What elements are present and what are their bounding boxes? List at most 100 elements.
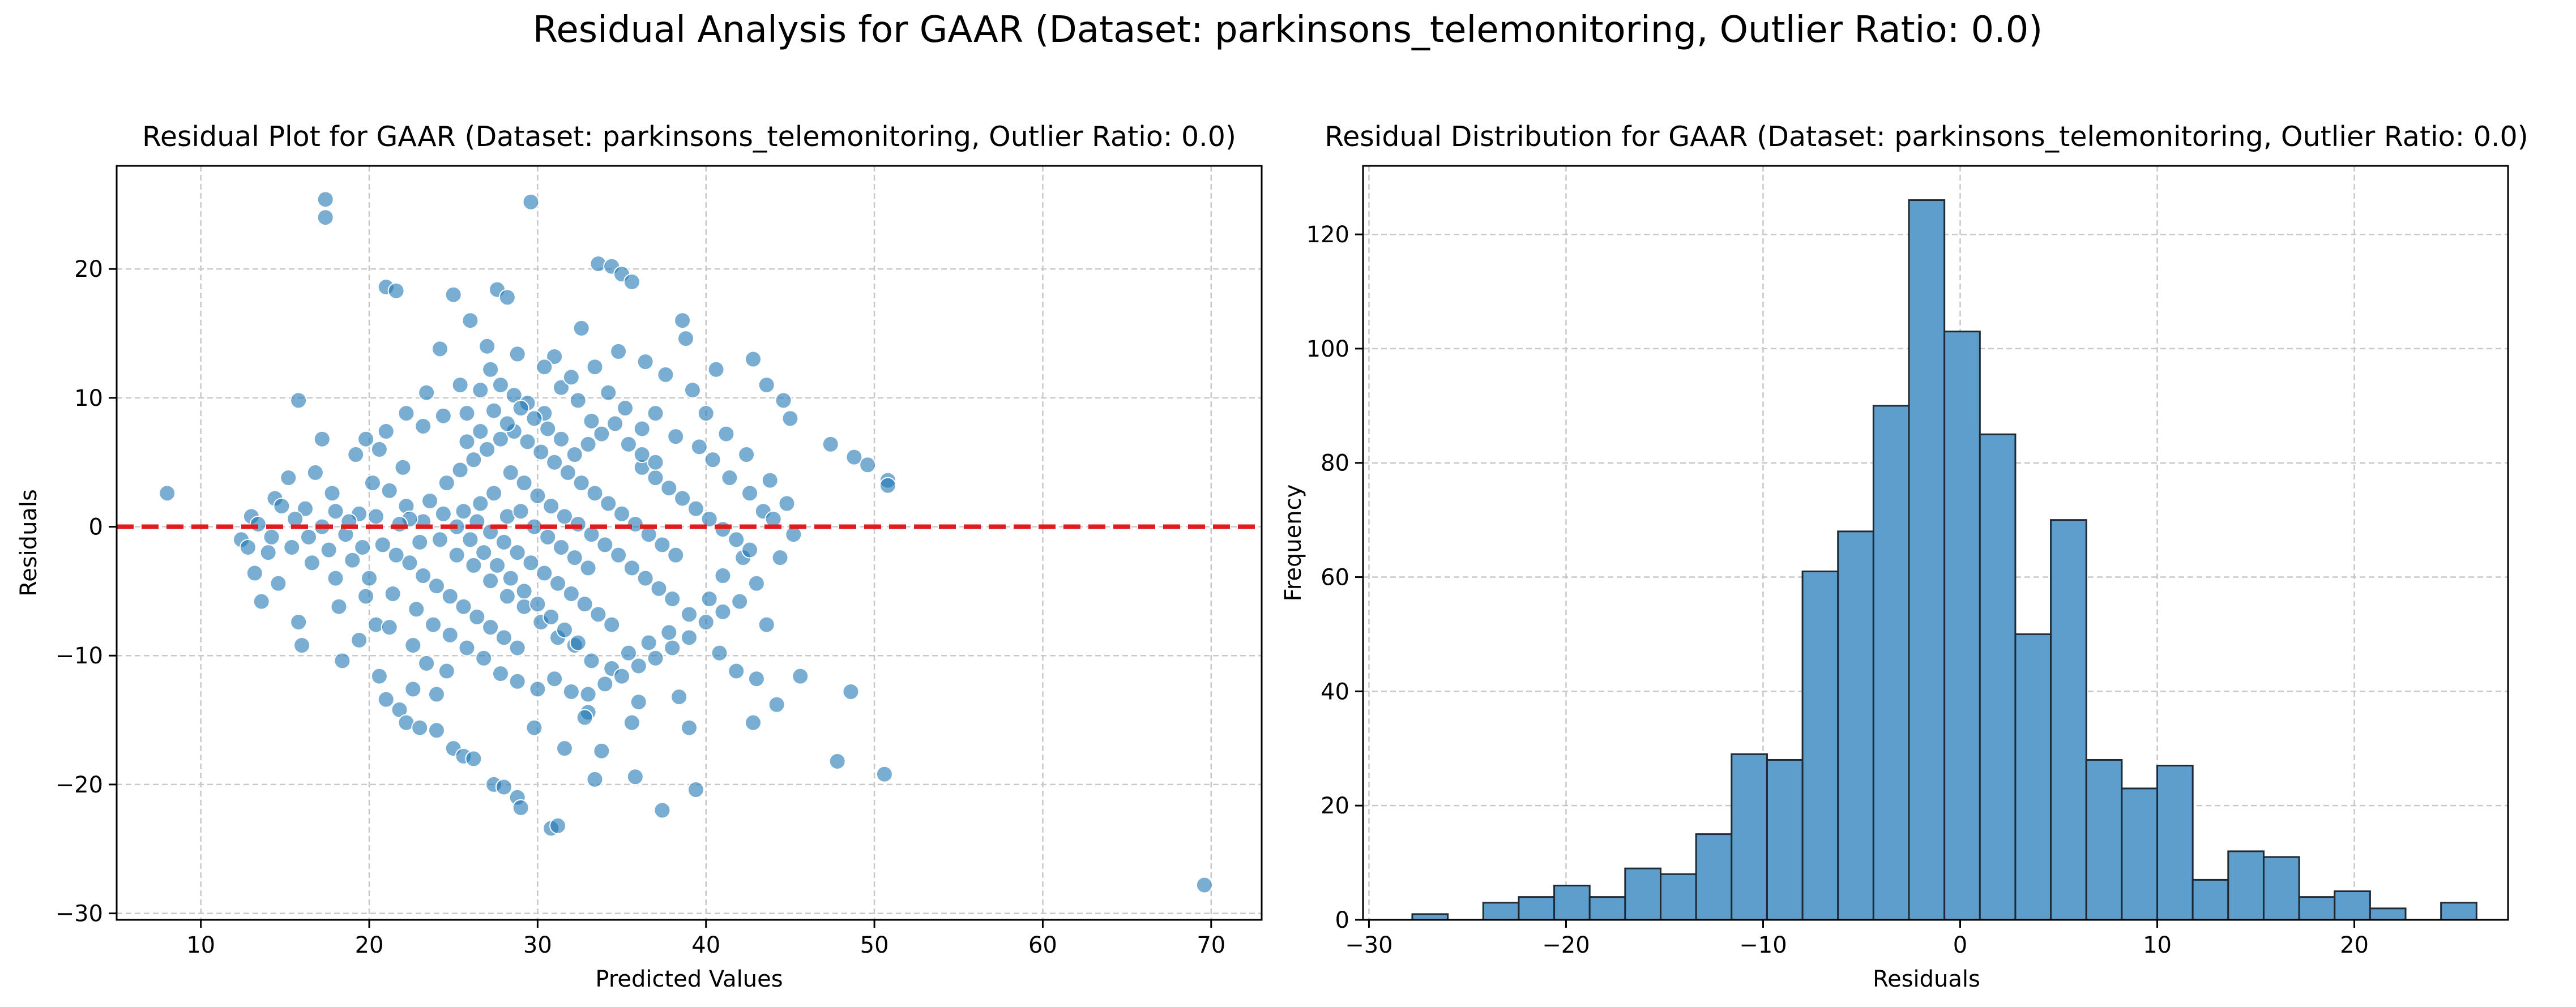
scatter-point [374,536,391,554]
scatter-point [495,629,512,646]
scatter-point [334,652,351,670]
scatter-point [747,575,765,592]
scatter-point [717,425,735,443]
scatter-point [398,405,415,422]
scatter-point [438,474,455,492]
scatter-point [626,515,644,533]
histogram-bar [2440,902,2477,921]
histogram-bar [2298,896,2336,921]
scatter-point [553,430,570,448]
scatter-point [290,392,307,409]
scatter-point [613,505,631,522]
scatter-point [293,637,311,654]
scatter-point [441,626,459,644]
scatter-point [159,485,176,502]
histogram-x-tick-label: −20 [1542,932,1590,958]
scatter-point [690,438,708,456]
scatter-point [562,683,580,700]
scatter-point [529,680,546,698]
scatter-point [711,644,728,662]
scatter-title: Residual Plot for GAAR (Dataset: parkins… [142,121,1236,153]
histogram-bar [2014,633,2052,921]
scatter-point [653,536,671,554]
scatter-point [744,714,762,731]
scatter-point [822,435,839,453]
histogram-bar [1908,199,1946,921]
scatter-point [515,474,533,492]
scatter-point [603,616,621,633]
histogram-y-axis-label: Frequency [1280,485,1306,602]
histogram-bar [1943,331,1981,921]
residual-scatter-chart: Residual Plot for GAAR (Dataset: parkins… [16,121,1263,992]
scatter-point [495,778,512,796]
scatter-point [428,685,445,703]
scatter-point [280,469,297,487]
scatter-point [650,580,668,597]
scatter-point [664,639,681,657]
scatter-point [253,593,270,610]
scatter-y-tick-label: 0 [89,515,103,541]
scatter-x-axis-label: Predicted Values [595,966,783,992]
scatter-point [522,193,540,211]
scatter-point [482,619,499,636]
scatter-point [391,515,408,533]
scatter-point [714,567,732,585]
scatter-point [458,639,476,657]
scatter-point [438,662,455,680]
scatter-point [859,456,877,474]
scatter-point [448,546,465,564]
scatter-point [579,435,597,453]
scatter-point [377,691,395,708]
scatter-point [610,546,627,564]
histogram-y-tick-label: 20 [1321,793,1349,819]
scatter-point [556,508,573,525]
scatter-point [415,417,432,435]
scatter-point [320,541,338,559]
scatter-point [586,770,604,788]
histogram-x-tick-label: 20 [2340,932,2369,958]
scatter-point [539,528,557,546]
scatter-point [472,423,489,440]
scatter-y-tick-label: −20 [55,772,103,798]
scatter-point [553,379,570,396]
scatter-point [744,350,762,368]
scatter-point [344,551,361,569]
histogram-bar [1979,433,2017,921]
histogram-bar [2262,856,2300,921]
scatter-point [660,479,678,497]
scatter-point [596,536,614,554]
scatter-point [681,719,698,736]
scatter-point [761,472,779,489]
scatter-point [569,392,587,409]
scatter-point [775,392,792,409]
scatter-x-tick-label: 50 [860,932,889,958]
scatter-x-ticks: 10 20 30 40 50 60 70 [186,920,1225,958]
scatter-point [330,598,348,615]
scatter-point [357,430,375,448]
scatter-point [620,435,637,453]
histogram-bar [1801,570,1839,921]
scatter-point [549,817,567,834]
scatter-point [542,498,560,515]
scatter-point [1195,876,1213,894]
scatter-point [387,282,405,299]
scatter-point [589,606,607,623]
scatter-point [306,464,324,481]
scatter-point [721,469,738,487]
histogram-y-tick-label: 40 [1321,679,1349,705]
scatter-point [556,740,573,757]
histogram-bar [1731,753,1768,921]
histogram-bar [1660,873,1697,921]
scatter-point [623,714,640,731]
scatter-point [475,649,493,667]
scatter-point [704,451,721,469]
scatter-point [290,614,307,631]
scatter-point [498,289,516,306]
scatter-point [495,533,512,551]
scatter-point [526,719,543,736]
scatter-point [667,428,685,445]
scatter-point [536,358,553,376]
scatter-point [431,531,448,549]
histogram-y-tick-label: 100 [1306,336,1349,362]
scatter-point [653,802,671,819]
